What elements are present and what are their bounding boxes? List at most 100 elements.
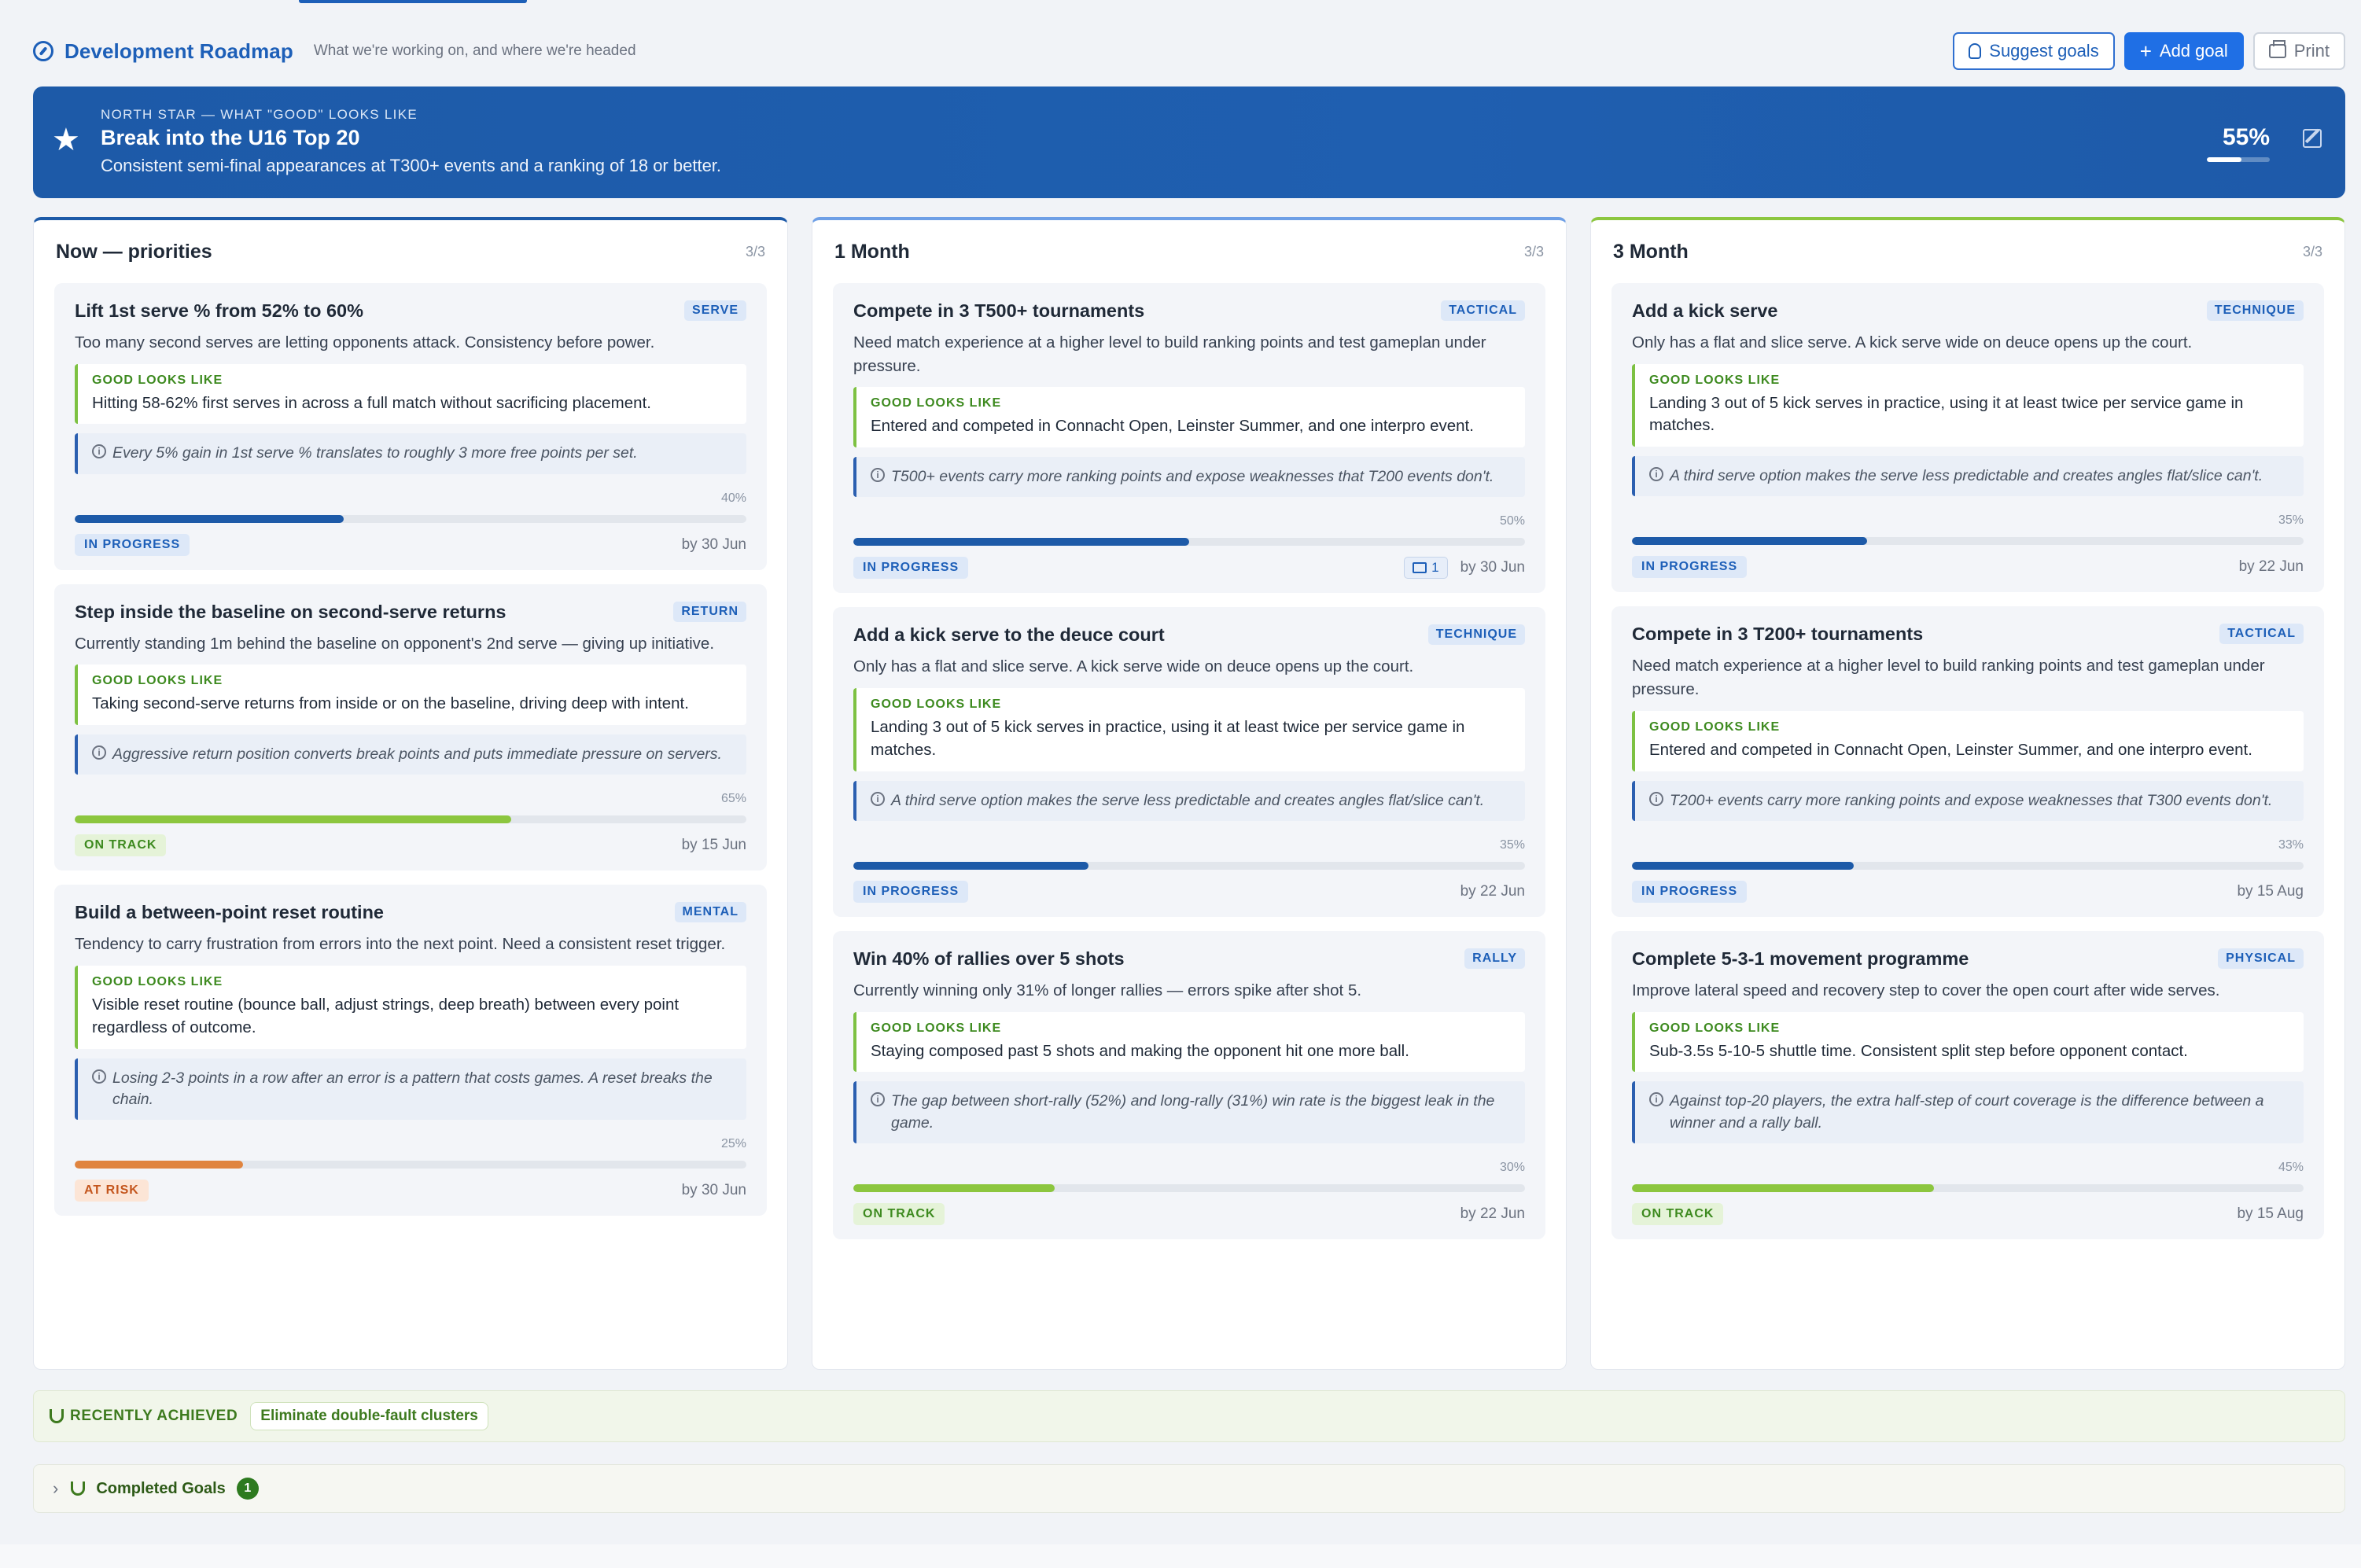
completed-goals-text: Completed Goals — [96, 1479, 226, 1497]
goal-card-footer: ON TRACK by 15 Aug — [1632, 1202, 2304, 1225]
suggest-goals-button[interactable]: Suggest goals — [1953, 32, 2115, 70]
goal-title[interactable]: Complete 5-3-1 movement programme — [1632, 948, 1969, 969]
status-badge: ON TRACK — [853, 1202, 945, 1225]
goal-description: Need match experience at a higher level … — [1632, 657, 2265, 699]
print-button[interactable]: Print — [2252, 32, 2345, 70]
column-3-month: 3 Month 3/3 Add a kick serve TECHNIQUE Only … — [1590, 217, 2345, 1370]
column-header: 3 Month 3/3 — [1611, 220, 2324, 283]
goal-card[interactable]: Add a kick serve to the deuce court TECHN… — [833, 607, 1545, 917]
due-date: by 30 Jun — [1460, 559, 1525, 576]
goal-category-tag: PHYSICAL — [2218, 948, 2304, 969]
goal-card-footer: IN PROGRESS by 22 Jun — [1632, 556, 2304, 579]
comment-count-button[interactable]: 1 — [1404, 557, 1448, 580]
roadmap-columns: Now — priorities 3/3 Lift 1st serve % from… — [33, 217, 2345, 1370]
north-star-percent: 55% — [2222, 124, 2270, 150]
progress-bar — [1632, 537, 2304, 546]
insight-box: i T200+ events carry more ranking points … — [1632, 780, 2304, 821]
progress-percent: 45% — [2278, 1160, 2304, 1174]
goal-title[interactable]: Add a kick serve — [1632, 300, 1778, 321]
good-looks-like-text: Entered and competed in Connacht Open, L… — [1649, 740, 2252, 759]
comment-count: 1 — [1431, 560, 1439, 576]
lightbulb-icon — [1969, 43, 1982, 59]
footer-right: 1 by 30 Jun — [1404, 557, 1525, 580]
column-count: 3/3 — [1523, 243, 1544, 259]
page-header: Development Roadmap What we're working o… — [33, 31, 2345, 71]
progress-percent: 50% — [1499, 514, 1525, 528]
goal-category-tag: TACTICAL — [1441, 300, 1525, 321]
insight-box: i Aggressive return position converts bre… — [75, 734, 746, 775]
due-date: by 15 Aug — [2237, 1205, 2304, 1222]
info-icon: i — [871, 1092, 885, 1107]
insight-box: i A third serve option makes the serve le… — [1632, 456, 2304, 497]
footer-right: by 15 Aug — [2237, 1205, 2304, 1223]
insight-box: i A third serve option makes the serve le… — [853, 780, 1525, 821]
good-looks-like-label: GOOD LOOKS LIKE — [1649, 373, 1781, 387]
good-looks-like-text: Staying composed past 5 shots and making… — [871, 1041, 1409, 1060]
goal-description: Too many second serves are letting oppon… — [75, 333, 655, 352]
goal-title[interactable]: Compete in 3 T500+ tournaments — [853, 300, 1145, 321]
due-date: by 15 Aug — [2237, 882, 2304, 900]
goal-card-footer: IN PROGRESS by 22 Jun — [853, 880, 1525, 903]
completed-goals-count: 1 — [236, 1478, 259, 1500]
info-icon: i — [871, 791, 885, 806]
goal-description: Improve lateral speed and recovery step … — [1632, 981, 2220, 999]
goal-card-footer: AT RISK by 30 Jun — [75, 1180, 746, 1202]
progress-fill — [853, 538, 1189, 547]
progress-bar — [853, 538, 1525, 547]
goal-card-footer: IN PROGRESS by 15 Aug — [1632, 880, 2304, 903]
completed-goals-toggle[interactable]: › Completed Goals 1 — [33, 1464, 2345, 1513]
progress-fill — [1632, 537, 1867, 546]
goal-title[interactable]: Add a kick serve to the deuce court — [853, 624, 1165, 646]
due-date: by 30 Jun — [681, 536, 746, 553]
footer-right: by 22 Jun — [1460, 883, 1525, 900]
goal-card[interactable]: Compete in 3 T200+ tournaments TACTICAL Ne… — [1611, 606, 2324, 917]
goal-card-footer: ON TRACK by 22 Jun — [853, 1202, 1525, 1225]
insight-box: i The gap between short-rally (52%) and l… — [853, 1081, 1525, 1143]
goal-card[interactable]: Add a kick serve TECHNIQUE Only has a flat… — [1611, 283, 2324, 593]
column-title: Now — priorities — [56, 240, 212, 263]
good-looks-like-box: GOOD LOOKS LIKE Staying composed past 5 s… — [853, 1011, 1525, 1073]
good-looks-like-label: GOOD LOOKS LIKE — [92, 674, 223, 688]
page-title: Development Roadmap — [64, 39, 293, 63]
progress-fill — [75, 815, 512, 824]
goal-title[interactable]: Win 40% of rallies over 5 shots — [853, 948, 1125, 969]
goal-card-footer: IN PROGRESS 1 by 30 Jun — [853, 557, 1525, 580]
status-badge: IN PROGRESS — [75, 533, 190, 556]
insight-text: A third serve option makes the serve les… — [1670, 467, 2263, 485]
good-looks-like-box: GOOD LOOKS LIKE Landing 3 out of 5 kick s… — [1632, 363, 2304, 447]
good-looks-like-text: Taking second-serve returns from inside … — [92, 694, 689, 713]
status-badge: IN PROGRESS — [1632, 556, 1748, 579]
column-header: 1 Month 3/3 — [833, 220, 1545, 283]
goal-description: Need match experience at a higher level … — [853, 333, 1486, 375]
goal-title[interactable]: Step inside the baseline on second-serve… — [75, 601, 506, 622]
insight-text: A third serve option makes the serve les… — [891, 791, 1485, 809]
goal-card[interactable]: Build a between-point reset routine MENTA… — [54, 885, 767, 1216]
north-star-description: Consistent semi-final appearances at T30… — [101, 156, 722, 175]
goal-title[interactable]: Lift 1st serve % from 52% to 60% — [75, 300, 363, 321]
goal-card[interactable]: Win 40% of rallies over 5 shots RALLY Curr… — [833, 930, 1545, 1239]
goal-title[interactable]: Build a between-point reset routine — [75, 902, 385, 923]
achieved-goal-chip[interactable]: Eliminate double-fault clusters — [250, 1402, 488, 1430]
goal-card[interactable]: Complete 5-3-1 movement programme PHYSICA… — [1611, 930, 2324, 1239]
title-group: Development Roadmap What we're working o… — [33, 39, 636, 64]
goal-description: Tendency to carry frustration from error… — [75, 935, 726, 954]
goal-card-header: Win 40% of rallies over 5 shots RALLY — [853, 948, 1525, 970]
footer-right: by 30 Jun — [682, 1182, 746, 1199]
insight-box: i T500+ events carry more ranking points … — [853, 457, 1525, 498]
progress-fill — [75, 1161, 243, 1169]
recently-achieved-label: RECENTLY ACHIEVED — [50, 1408, 238, 1425]
goal-card[interactable]: Step inside the baseline on second-serve… — [54, 583, 767, 871]
good-looks-like-box: GOOD LOOKS LIKE Taking second-serve retur… — [75, 664, 746, 726]
due-date: by 30 Jun — [681, 1182, 746, 1199]
goal-category-tag: SERVE — [684, 300, 746, 321]
progress-bar — [853, 1183, 1525, 1192]
progress-percent: 30% — [1499, 1160, 1525, 1174]
goal-card[interactable]: Lift 1st serve % from 52% to 60% SERVE Too… — [54, 283, 767, 570]
status-badge: IN PROGRESS — [853, 557, 969, 580]
goal-title[interactable]: Compete in 3 T200+ tournaments — [1632, 624, 1924, 645]
progress-bar — [75, 815, 746, 824]
edit-icon[interactable] — [2303, 129, 2322, 148]
goal-card[interactable]: Compete in 3 T500+ tournaments TACTICAL Ne… — [833, 283, 1545, 594]
good-looks-like-text: Landing 3 out of 5 kick serves in practi… — [871, 718, 1465, 759]
add-goal-button[interactable]: + Add goal — [2123, 32, 2244, 70]
